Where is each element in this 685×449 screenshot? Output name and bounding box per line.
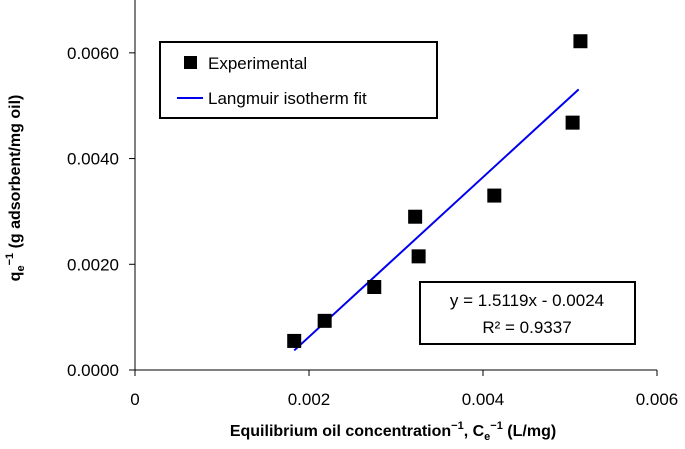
legend-marker-experimental bbox=[184, 56, 197, 69]
x-tick-label: 0.002 bbox=[288, 390, 331, 409]
r-squared-value: R² = 0.9337 bbox=[482, 318, 571, 337]
y-axis-title: qe−1 (g adsorbent/mg oil) bbox=[4, 95, 27, 282]
y-axis-title-end: (g adsorbent/mg oil) bbox=[7, 95, 24, 253]
y-tick-marks bbox=[129, 52, 135, 371]
data-point bbox=[287, 333, 302, 348]
data-point bbox=[565, 115, 580, 130]
x-tick-marks bbox=[134, 370, 658, 376]
x-axis-title-end: (L/mg) bbox=[503, 423, 556, 440]
x-tick-label: 0.004 bbox=[462, 390, 505, 409]
x-axis-title: Equilibrium oil concentration−1, Ce−1 (L… bbox=[230, 420, 556, 443]
equation-box-border bbox=[419, 281, 636, 345]
fit-line-series bbox=[293, 88, 580, 352]
legend-label-experimental: Experimental bbox=[208, 54, 307, 73]
x-axis-title-mid: , C bbox=[464, 423, 485, 440]
regression-equation: y = 1.5119x - 0.0024 bbox=[450, 291, 604, 310]
y-tick-label: 0.0000 bbox=[67, 361, 119, 380]
y-axis-title-sub: e bbox=[15, 265, 27, 271]
y-axis-title-sup: −1 bbox=[4, 253, 16, 266]
legend: Experimental Langmuir isotherm fit bbox=[159, 41, 438, 119]
data-point bbox=[317, 313, 332, 328]
y-axis-title-main: q bbox=[7, 272, 24, 282]
x-axis-title-sup1: −1 bbox=[451, 420, 464, 432]
plot-area bbox=[134, 0, 657, 371]
x-tick-label: 0 bbox=[130, 390, 139, 409]
fit-line bbox=[293, 88, 580, 352]
y-tick-label: 0.0040 bbox=[67, 150, 119, 169]
x-tick-labels: 0 0.002 0.004 0.006 bbox=[130, 390, 678, 409]
y-tick-label: 0.0060 bbox=[67, 44, 119, 63]
x-axis-title-main: Equilibrium oil concentration bbox=[230, 423, 451, 440]
data-point bbox=[573, 34, 588, 49]
y-tick-labels: 0.0000 0.0020 0.0040 0.0060 bbox=[67, 44, 119, 380]
legend-label-fit: Langmuir isotherm fit bbox=[208, 89, 367, 108]
equation-box: y = 1.5119x - 0.0024 R² = 0.9337 bbox=[419, 281, 636, 345]
x-axis-title-sup2: −1 bbox=[490, 420, 503, 432]
x-axis-title-sub: e bbox=[484, 431, 490, 443]
y-tick-label: 0.0020 bbox=[67, 255, 119, 274]
data-point bbox=[411, 249, 426, 264]
data-point bbox=[487, 188, 502, 203]
data-point bbox=[367, 280, 382, 295]
legend-box bbox=[159, 41, 438, 119]
data-point bbox=[408, 209, 423, 224]
x-tick-label: 0.006 bbox=[636, 390, 679, 409]
experimental-series bbox=[287, 34, 588, 348]
